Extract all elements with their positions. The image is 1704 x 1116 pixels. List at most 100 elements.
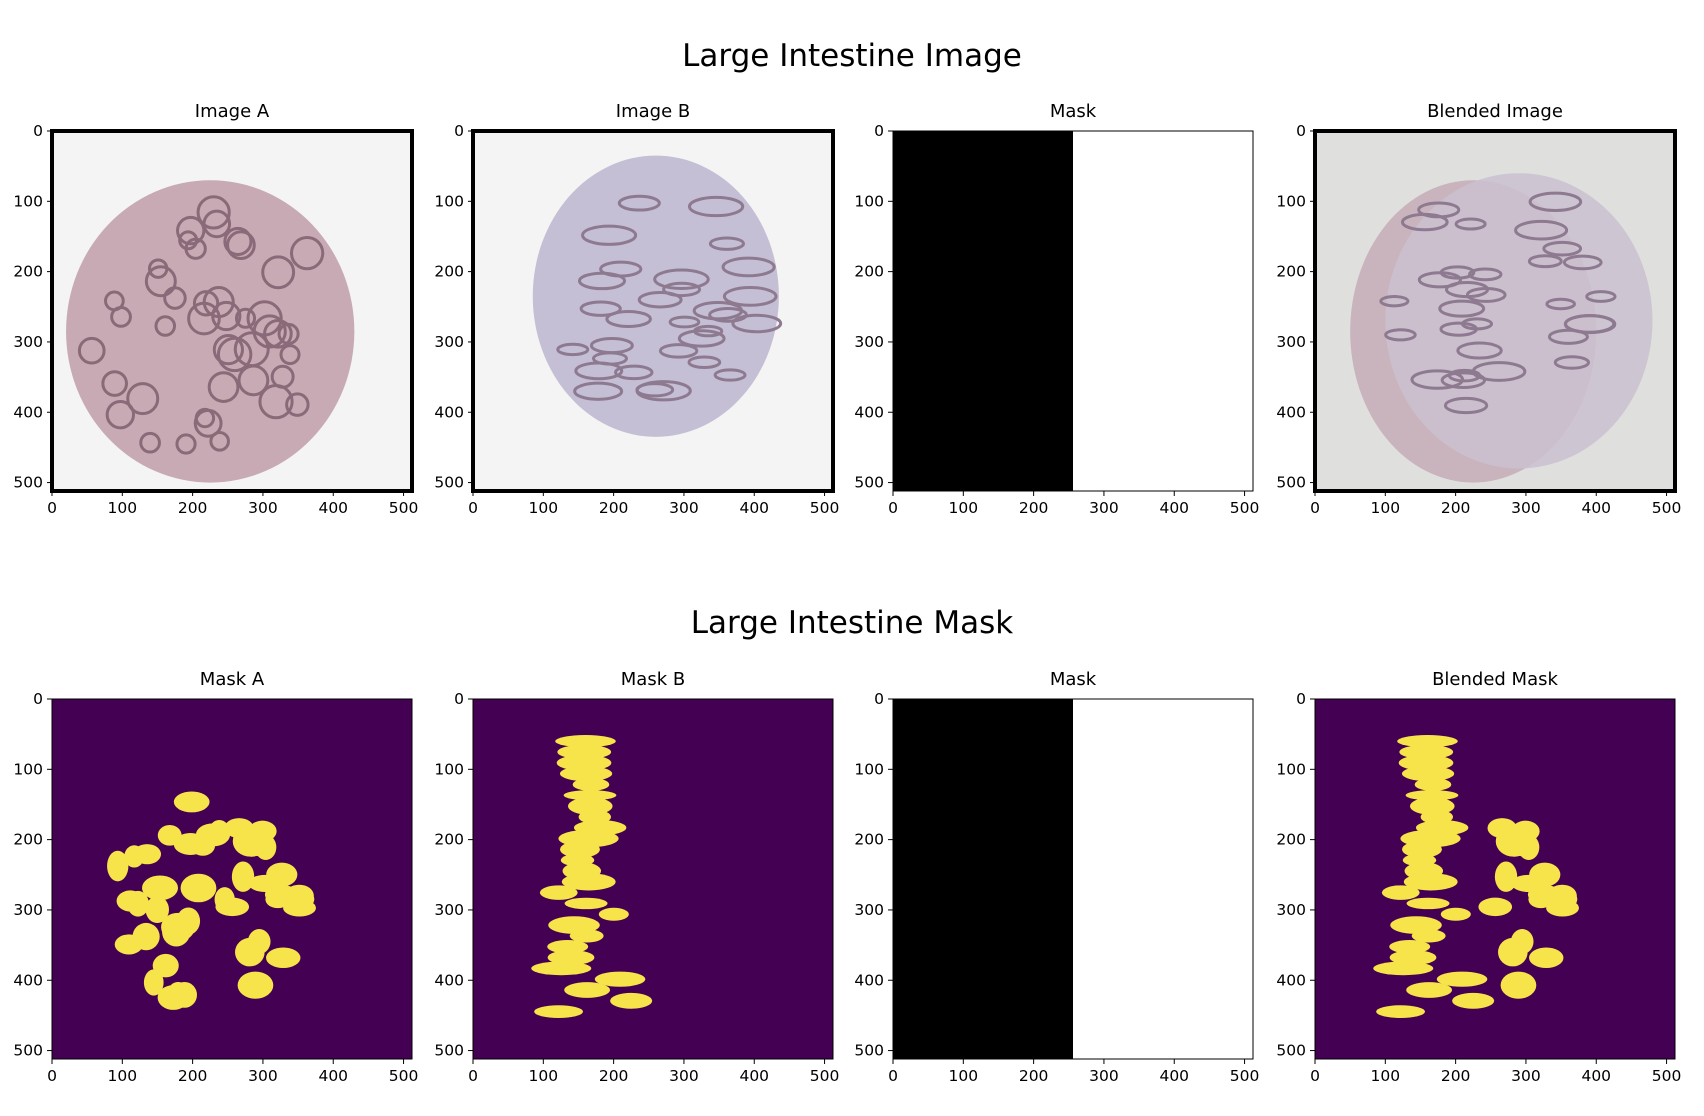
y-tick-label: 200 (434, 831, 464, 849)
panel-title: Blended Mask (1432, 669, 1558, 690)
segmented-gland (214, 887, 235, 912)
segmented-gland (264, 884, 298, 905)
tissue-gland (1528, 191, 1583, 212)
segmented-gland (1401, 766, 1455, 782)
segmented-gland (555, 735, 616, 748)
tissue-gland (708, 236, 746, 251)
segmented-gland (1487, 818, 1517, 838)
tissue-gland (614, 364, 654, 381)
tissue-gland (573, 381, 624, 401)
tissue-gland (693, 324, 724, 338)
segmented-gland (1405, 790, 1459, 801)
tissue-gland (1514, 219, 1569, 241)
axes-frame (892, 130, 1254, 492)
x-tick-label: 300 (1511, 499, 1541, 517)
tissue-gland (184, 237, 207, 260)
tissue-gland (731, 313, 783, 334)
tissue-gland (1440, 371, 1487, 389)
axes-frame (1313, 129, 1677, 493)
y-tick-label: 300 (434, 333, 464, 351)
y-tick-label: 500 (1276, 1042, 1306, 1060)
y-tick-label: 500 (13, 1042, 43, 1060)
segmented-gland (1376, 1005, 1425, 1019)
segmented-gland (1381, 885, 1420, 900)
tissue-gland (1379, 295, 1410, 308)
tissue-gland (285, 392, 310, 417)
segmented-gland (1373, 961, 1434, 976)
y-tick-label: 500 (854, 474, 884, 492)
panel-title: Image B (615, 101, 691, 122)
y-tick-label: 200 (854, 831, 884, 849)
panel-image (1315, 131, 1675, 491)
x-tick-label: 200 (599, 1067, 629, 1085)
y-tick-label: 100 (434, 760, 464, 778)
segmented-gland (1399, 744, 1454, 760)
y-tick-label: 300 (854, 901, 884, 919)
tissue-gland (209, 431, 230, 452)
x-tick-label: 400 (1581, 499, 1611, 517)
segmented-gland (534, 1005, 583, 1019)
segmented-gland (1529, 862, 1561, 887)
axes-frame (892, 698, 1254, 1060)
y-tick-label: 400 (1276, 403, 1306, 421)
segmented-gland (1500, 971, 1537, 999)
x-tick-label: 300 (1511, 1067, 1541, 1085)
mask-black-region (893, 699, 1073, 1059)
segmented-gland (1511, 820, 1540, 842)
panel-2: 0 0 100 100 200 200 300 300 400 400 500 500 (434, 122, 839, 517)
segmented-gland (1397, 735, 1458, 748)
x-tick-label: 300 (669, 1067, 699, 1085)
tissue-gland (154, 315, 177, 337)
y-tick-label: 400 (434, 971, 464, 989)
tissue-gland (1562, 254, 1603, 271)
tissue-gland (270, 364, 295, 389)
y-tick-label: 100 (434, 192, 464, 210)
x-tick-label: 100 (1371, 1067, 1401, 1085)
x-tick-label: 500 (810, 499, 840, 517)
segmented-gland (173, 791, 210, 813)
x-tick-label: 100 (949, 1067, 979, 1085)
y-tick-label: 100 (13, 192, 43, 210)
tissue-gland (207, 371, 240, 403)
tissue-gland (637, 291, 683, 309)
segmented-gland (557, 744, 612, 760)
tissue-gland (1410, 369, 1465, 390)
segmented-gland (1414, 777, 1452, 791)
segmented-gland (247, 929, 271, 954)
panel-4: 0 0 100 100 200 200 300 300 400 400 500 500 (1276, 122, 1681, 517)
tissue-gland (599, 260, 643, 278)
segmented-gland (1529, 947, 1564, 969)
tissue-gland (658, 343, 699, 359)
segmented-gland (266, 947, 301, 969)
segmented-gland (247, 836, 276, 857)
tissue-gland (1456, 341, 1503, 360)
panel-6: 0 0 100 100 200 200 300 300 400 400 500 500 (434, 690, 839, 1085)
segmented-gland (161, 912, 195, 942)
segmented-gland (1510, 929, 1534, 954)
y-tick-label: 400 (854, 971, 884, 989)
segmented-gland (547, 940, 589, 954)
y-tick-label: 0 (1296, 122, 1306, 140)
y-tick-label: 0 (454, 122, 464, 140)
tissue-gland (556, 342, 590, 357)
segmented-gland (157, 825, 182, 846)
segmented-gland (231, 861, 255, 892)
segmented-gland (559, 766, 613, 782)
x-tick-label: 200 (1441, 499, 1471, 517)
x-tick-label: 100 (108, 1067, 138, 1085)
tissue-gland (1417, 201, 1461, 219)
tissue-gland (687, 195, 745, 218)
tissue-gland (713, 368, 747, 382)
tissue-gland (579, 300, 622, 317)
tissue-gland (635, 382, 675, 398)
tissue-gland (1564, 314, 1616, 334)
axes-frame (1314, 698, 1676, 1060)
y-tick-label: 100 (854, 192, 884, 210)
segmented-gland (1527, 884, 1561, 905)
y-tick-label: 200 (434, 263, 464, 281)
panel-title: Mask B (620, 669, 686, 690)
x-tick-label: 0 (47, 499, 57, 517)
y-tick-label: 100 (1276, 192, 1306, 210)
y-tick-label: 500 (434, 474, 464, 492)
tissue-gland (176, 215, 206, 246)
